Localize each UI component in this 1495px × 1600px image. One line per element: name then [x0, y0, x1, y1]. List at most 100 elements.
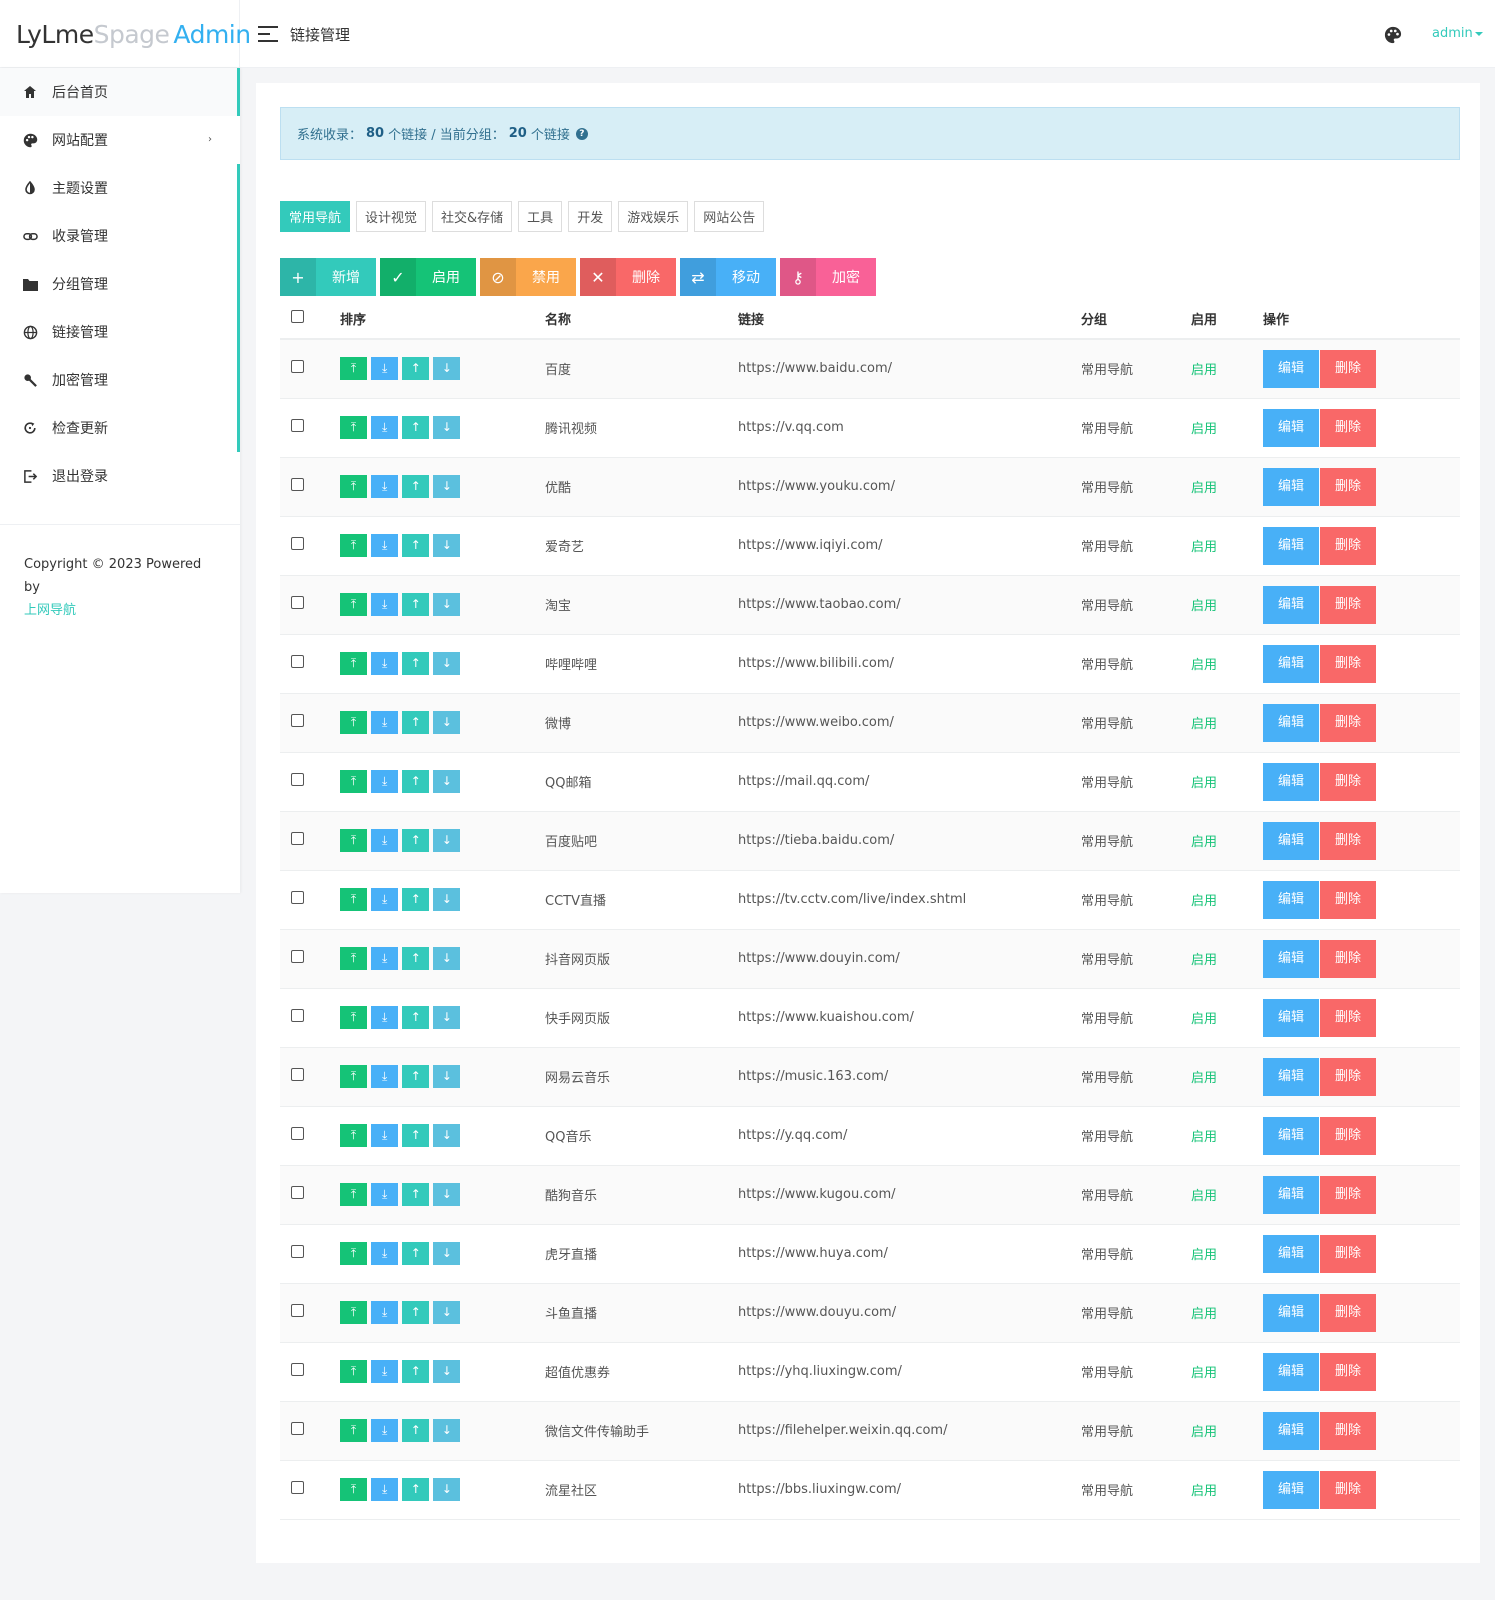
- move-top-icon[interactable]: ⤒: [340, 475, 367, 498]
- move-bottom-icon[interactable]: ⤓: [371, 829, 399, 852]
- sidebar-item-check-update[interactable]: 检查更新: [0, 404, 240, 452]
- move-bottom-icon[interactable]: ⤓: [371, 1301, 399, 1324]
- move-up-icon[interactable]: ↑: [402, 1006, 430, 1029]
- edit-button[interactable]: 编辑: [1263, 349, 1319, 388]
- theme-palette-icon[interactable]: [1384, 26, 1402, 44]
- move-up-icon[interactable]: ↑: [402, 652, 430, 675]
- move-up-icon[interactable]: ↑: [402, 1065, 430, 1088]
- row-checkbox[interactable]: [291, 537, 304, 550]
- move-down-icon[interactable]: ↓: [433, 652, 461, 675]
- move-up-icon[interactable]: ↑: [402, 770, 430, 793]
- move-top-icon[interactable]: ⤒: [340, 1183, 367, 1206]
- sidebar-item-dashboard[interactable]: 后台首页: [0, 68, 240, 116]
- sidebar-item-encryption[interactable]: 加密管理: [0, 356, 240, 404]
- row-checkbox[interactable]: [291, 773, 304, 786]
- delete-button[interactable]: 删除: [1320, 1175, 1376, 1214]
- move-bottom-icon[interactable]: ⤓: [371, 1242, 399, 1265]
- move-top-icon[interactable]: ⤒: [340, 1242, 367, 1265]
- sidebar-item-submissions[interactable]: 收录管理: [0, 212, 240, 260]
- add-button[interactable]: + 新增: [280, 258, 376, 296]
- move-up-icon[interactable]: ↑: [402, 947, 430, 970]
- delete-button[interactable]: 删除: [1320, 408, 1376, 447]
- move-bottom-icon[interactable]: ⤓: [371, 711, 399, 734]
- move-down-icon[interactable]: ↓: [433, 357, 461, 381]
- delete-button[interactable]: 删除: [1320, 1234, 1376, 1273]
- delete-button[interactable]: 删除: [1320, 821, 1376, 860]
- move-top-icon[interactable]: ⤒: [340, 1301, 367, 1324]
- move-top-icon[interactable]: ⤒: [340, 534, 367, 557]
- edit-button[interactable]: 编辑: [1263, 467, 1319, 506]
- move-up-icon[interactable]: ↑: [402, 1360, 430, 1383]
- delete-button[interactable]: 删除: [1320, 1116, 1376, 1155]
- move-top-icon[interactable]: ⤒: [340, 1124, 367, 1147]
- move-down-icon[interactable]: ↓: [433, 1419, 461, 1442]
- sidebar-item-logout[interactable]: 退出登录: [0, 452, 240, 500]
- row-checkbox[interactable]: [291, 655, 304, 668]
- menu-toggle-icon[interactable]: [258, 26, 278, 42]
- move-bottom-icon[interactable]: ⤓: [371, 1183, 399, 1206]
- edit-button[interactable]: 编辑: [1263, 1234, 1319, 1273]
- move-down-icon[interactable]: ↓: [433, 711, 461, 734]
- row-checkbox[interactable]: [291, 1186, 304, 1199]
- tab-social[interactable]: 社交&存储: [432, 201, 513, 232]
- move-up-icon[interactable]: ↑: [402, 888, 430, 911]
- edit-button[interactable]: 编辑: [1263, 762, 1319, 801]
- edit-button[interactable]: 编辑: [1263, 939, 1319, 978]
- move-top-icon[interactable]: ⤒: [340, 711, 367, 734]
- delete-button[interactable]: 删除: [1320, 585, 1376, 624]
- move-bottom-icon[interactable]: ⤓: [371, 770, 399, 793]
- move-down-icon[interactable]: ↓: [433, 416, 461, 439]
- brand-logo[interactable]: LyLme Spage Admin: [0, 0, 251, 68]
- delete-button[interactable]: 删除: [1320, 703, 1376, 742]
- copyright-link[interactable]: 上网导航: [24, 603, 77, 618]
- delete-button[interactable]: 删除: [1320, 939, 1376, 978]
- move-down-icon[interactable]: ↓: [433, 1242, 461, 1265]
- move-bottom-icon[interactable]: ⤓: [371, 475, 399, 498]
- disable-button[interactable]: ⊘ 禁用: [480, 258, 576, 296]
- move-bottom-icon[interactable]: ⤓: [371, 416, 399, 439]
- sidebar-item-links[interactable]: 链接管理: [0, 308, 240, 356]
- move-top-icon[interactable]: ⤒: [340, 1360, 367, 1383]
- move-bottom-icon[interactable]: ⤓: [371, 1478, 399, 1501]
- move-down-icon[interactable]: ↓: [433, 1006, 461, 1029]
- move-bottom-icon[interactable]: ⤓: [371, 1065, 399, 1088]
- move-up-icon[interactable]: ↑: [402, 1419, 430, 1442]
- move-bottom-icon[interactable]: ⤓: [371, 1360, 399, 1383]
- move-bottom-icon[interactable]: ⤓: [371, 1419, 399, 1442]
- move-up-icon[interactable]: ↑: [402, 1183, 430, 1206]
- move-bottom-icon[interactable]: ⤓: [371, 357, 399, 381]
- move-button[interactable]: ⇄ 移动: [680, 258, 776, 296]
- delete-button[interactable]: 删除: [1320, 1470, 1376, 1509]
- sidebar-item-theme[interactable]: 主题设置: [0, 164, 240, 212]
- sidebar-item-site-config[interactable]: 网站配置 ›: [0, 116, 240, 164]
- row-checkbox[interactable]: [291, 596, 304, 609]
- move-down-icon[interactable]: ↓: [433, 1124, 461, 1147]
- move-down-icon[interactable]: ↓: [433, 1065, 461, 1088]
- move-down-icon[interactable]: ↓: [433, 534, 461, 557]
- edit-button[interactable]: 编辑: [1263, 1175, 1319, 1214]
- delete-button[interactable]: 删除: [1320, 998, 1376, 1037]
- row-checkbox[interactable]: [291, 714, 304, 727]
- move-top-icon[interactable]: ⤒: [340, 1006, 367, 1029]
- row-checkbox[interactable]: [291, 1127, 304, 1140]
- move-up-icon[interactable]: ↑: [402, 357, 430, 381]
- edit-button[interactable]: 编辑: [1263, 644, 1319, 683]
- delete-selected-button[interactable]: ✕ 删除: [580, 258, 676, 296]
- move-top-icon[interactable]: ⤒: [340, 770, 367, 793]
- move-top-icon[interactable]: ⤒: [340, 593, 367, 616]
- move-bottom-icon[interactable]: ⤓: [371, 888, 399, 911]
- edit-button[interactable]: 编辑: [1263, 585, 1319, 624]
- row-checkbox[interactable]: [291, 478, 304, 491]
- edit-button[interactable]: 编辑: [1263, 703, 1319, 742]
- move-top-icon[interactable]: ⤒: [340, 652, 367, 675]
- move-up-icon[interactable]: ↑: [402, 1124, 430, 1147]
- delete-button[interactable]: 删除: [1320, 1352, 1376, 1391]
- move-down-icon[interactable]: ↓: [433, 1301, 461, 1324]
- move-up-icon[interactable]: ↑: [402, 534, 430, 557]
- edit-button[interactable]: 编辑: [1263, 1411, 1319, 1450]
- move-bottom-icon[interactable]: ⤓: [371, 1124, 399, 1147]
- move-up-icon[interactable]: ↑: [402, 475, 430, 498]
- move-down-icon[interactable]: ↓: [433, 593, 461, 616]
- row-checkbox[interactable]: [291, 891, 304, 904]
- move-top-icon[interactable]: ⤒: [340, 416, 367, 439]
